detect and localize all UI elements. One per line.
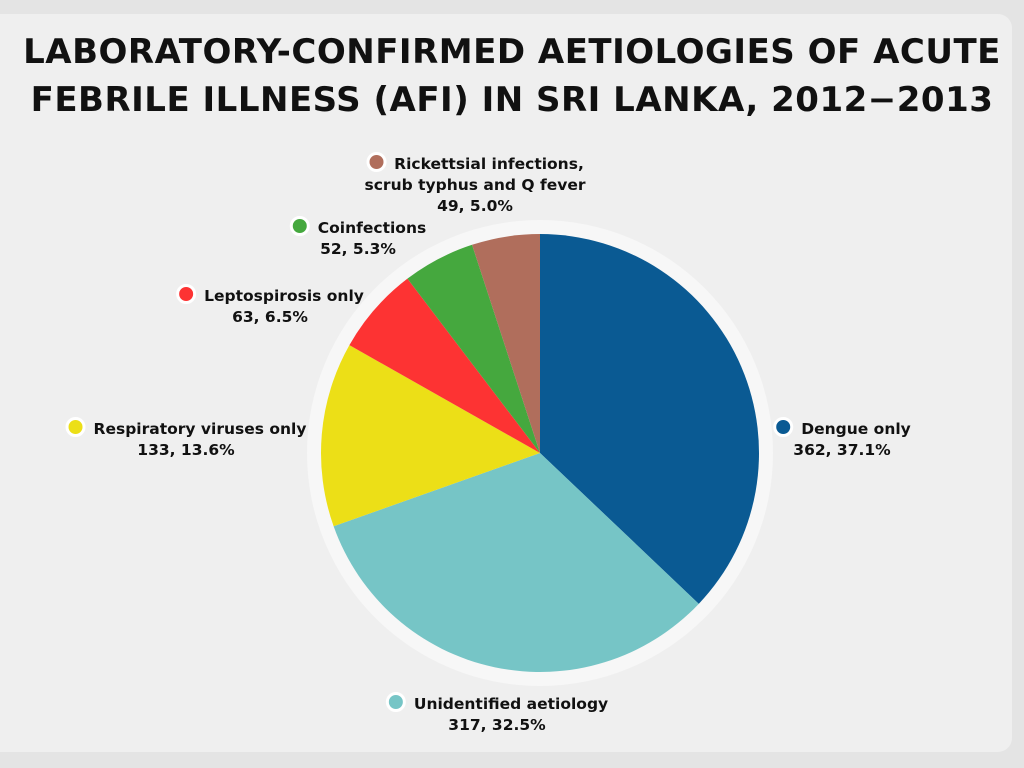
slice-value: 49, 5.0% <box>437 197 513 215</box>
slice-name: Leptospirosis only <box>204 287 364 305</box>
slice-name: Rickettsial infections, <box>394 155 584 173</box>
slice-label-3: Leptospirosis only 63, 6.5% <box>176 284 364 328</box>
slice-value: 133, 13.6% <box>137 441 235 459</box>
slice-label-4: Coinfections 52, 5.3% <box>289 216 427 260</box>
slice-label-2: Respiratory viruses only 133, 13.6% <box>65 417 307 461</box>
pie-slice-0 <box>540 234 759 604</box>
slice-name: Respiratory viruses only <box>93 420 307 438</box>
legend-dot-icon <box>773 417 794 437</box>
chart-title: LABORATORY-CONFIRMED AETIOLOGIES OF ACUT… <box>23 32 1001 120</box>
slice-value: 362, 37.1% <box>793 441 891 459</box>
legend-dot-icon <box>366 152 387 172</box>
slice-name: Unidentified aetiology <box>413 695 609 713</box>
pie-slice-2 <box>321 345 540 527</box>
slice-name: Coinfections <box>317 219 427 237</box>
legend-dot-icon <box>385 692 406 712</box>
pie-slice-3 <box>349 278 540 453</box>
slice-label-5: Rickettsial infections, scrub typhus and … <box>365 152 585 217</box>
pie-slice-5 <box>472 234 540 453</box>
slice-label-1: Unidentified aetiology 317, 32.5% <box>385 692 609 736</box>
pie-slice-1 <box>333 453 699 672</box>
pie-slice-4 <box>407 244 540 453</box>
legend-dot-icon <box>289 216 310 236</box>
legend-dot-icon <box>176 284 197 304</box>
slice-value: 63, 6.5% <box>232 308 308 326</box>
slice-name: Dengue only <box>801 420 911 438</box>
slice-value: 317, 32.5% <box>448 716 546 734</box>
legend-dot-icon <box>65 417 86 437</box>
slice-value: 52, 5.3% <box>320 240 396 258</box>
slice-label-0: Dengue only 362, 37.1% <box>773 417 911 461</box>
